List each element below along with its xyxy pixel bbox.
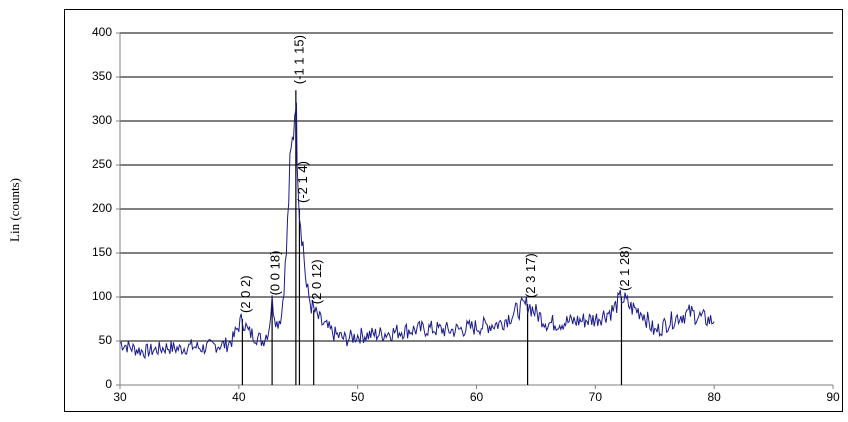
y-tick-label: 300 [92, 113, 112, 127]
peak-label: (0 0 18) [268, 251, 283, 296]
peak-label: (-2 1 4) [295, 161, 310, 203]
x-tick-label: 70 [589, 390, 603, 404]
y-axis-title: Lin (counts) [7, 178, 22, 242]
series-line [119, 102, 715, 360]
peak-labels: (2 0 2) (0 0 18) (-1 1 15) (-2 1 4) (2 0 12)… [238, 35, 632, 313]
x-tick-label: 50 [351, 390, 365, 404]
x-tick-label: 60 [470, 390, 484, 404]
x-tick-label: 80 [707, 390, 721, 404]
y-tick-label: 0 [105, 377, 112, 391]
y-axis: 0 50 100 150 200 250 300 350 400 [92, 25, 121, 391]
data-series [119, 102, 715, 360]
y-tick-label: 50 [99, 333, 113, 347]
gridlines [120, 32, 833, 342]
x-tick-label: 40 [232, 390, 246, 404]
peak-label: (2 3 17) [523, 253, 538, 298]
y-tick-label: 200 [92, 201, 112, 215]
y-tick-label: 350 [92, 69, 112, 83]
y-tick-label: 250 [92, 157, 112, 171]
y-tick-label: 150 [92, 245, 112, 259]
peak-label: (-1 1 15) [291, 35, 306, 84]
y-tick-label: 400 [92, 25, 112, 39]
x-tick-label: 30 [113, 390, 127, 404]
x-tick-label: 90 [826, 390, 840, 404]
peak-label: (2 0 2) [238, 275, 253, 313]
y-tick-label: 100 [92, 289, 112, 303]
x-axis: 30 40 50 60 70 80 90 [113, 384, 840, 404]
peak-label: (2 1 28) [617, 246, 632, 291]
peak-markers [241, 90, 623, 385]
peak-label: (2 0 12) [309, 259, 324, 304]
